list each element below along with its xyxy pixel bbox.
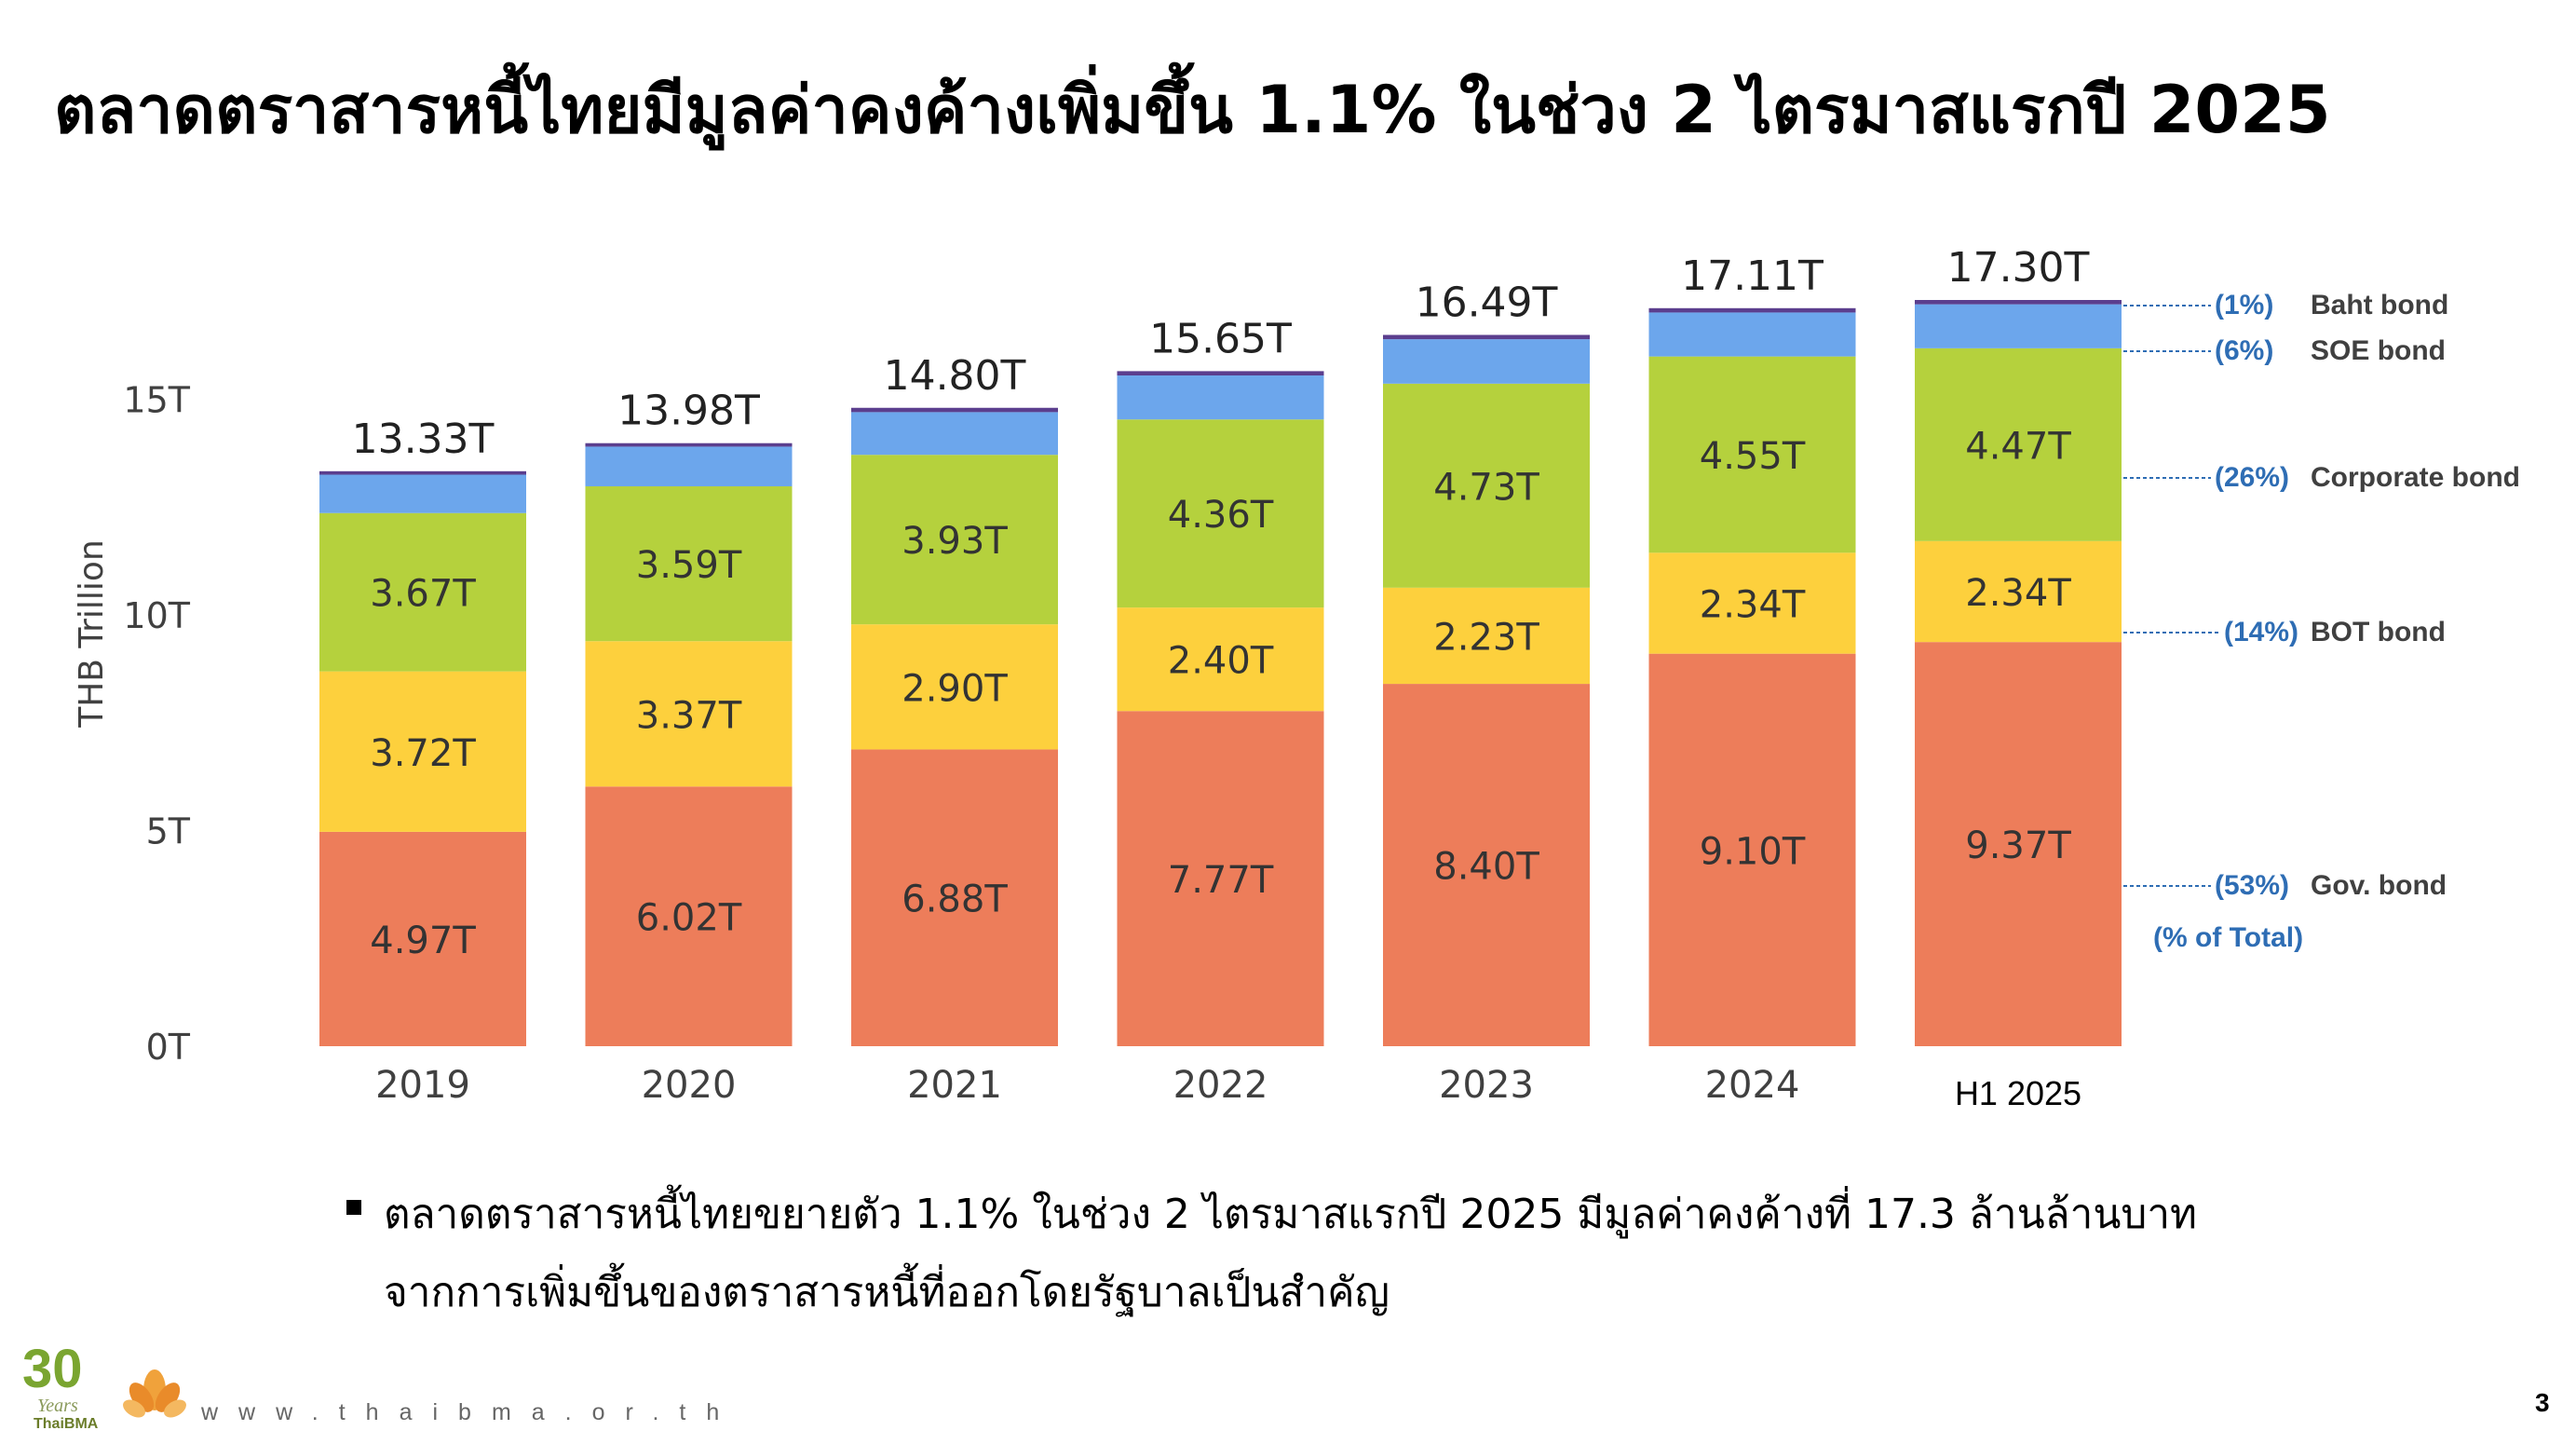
total-label: 13.98T [617,388,760,435]
page-number: 3 [2535,1388,2550,1417]
bar-segment-baht-bond [585,443,793,447]
data-label: 3.93T [902,520,1008,563]
bar-segment-bot-bond [1117,607,1324,712]
data-label: 2.90T [902,667,1008,710]
website-url[interactable]: www.thaibma.or.th [201,1399,740,1425]
legend-series-name: Baht bond [2311,290,2448,320]
legend-series-name: Gov. bond [2311,870,2447,901]
total-label: 17.11T [1681,252,1824,300]
bar-segment-gov-bond [1383,684,1590,1046]
bar-segment-gov-bond [1648,653,1856,1046]
legend-share: (53%) [2215,870,2289,901]
bar-segment-corporate-bond [851,455,1058,625]
data-label: 4.36T [1168,494,1274,537]
bar-segment-soe-bond [1915,304,2122,348]
stacked-bar-chart: THB Trillion 0T 5T 10T 15T 4.97T 3.72T 3.67T 13.… [73,244,2520,1112]
bar-segment-corporate-bond [319,512,526,672]
y-axis-label: THB Trillion [73,539,111,729]
bar-segment-baht-bond [1117,371,1324,376]
bar-segment-bot-bond [851,624,1058,750]
bar-segment-soe-bond [851,412,1058,456]
legend-share: (26%) [2215,462,2289,493]
data-label: 4.55T [1700,435,1806,478]
legend-series-name: SOE bond [2311,335,2446,366]
bar-segment-soe-bond [1117,375,1324,420]
x-tick-label: 2021 [907,1064,1002,1107]
legend-share: (6%) [2215,335,2273,366]
summary-text-line-2: จากการเพิ่มขึ้นของตราสารหนี้ที่ออกโดยรัฐ… [384,1269,1390,1316]
data-label: 2.34T [1965,572,2071,615]
bar-segment-bot-bond [1648,552,1856,654]
bar-segment-bot-bond [1915,540,2122,643]
bar-segment-baht-bond [1648,307,1856,313]
data-label: 2.34T [1700,583,1806,626]
x-tick-label: 2023 [1439,1064,1534,1107]
page-title: ตลาดตราสารหนี้ไทยมีมูลค่าคงค้างเพิ่มขึ้น… [54,72,2331,148]
legend-share: (1%) [2215,290,2273,320]
legend-note: (% of Total) [2153,922,2303,953]
data-label: 4.97T [370,920,476,962]
data-label: 2.40T [1168,640,1274,683]
bar-segment-gov-bond [585,786,793,1046]
legend-series-name: BOT bond [2311,617,2446,647]
bullet-marker [346,1200,361,1215]
bar-segment-gov-bond [1117,711,1324,1046]
bar-segment-bot-bond [585,641,793,787]
data-label: 2.23T [1433,616,1539,659]
total-label: 17.30T [1947,244,2090,292]
total-label: 16.49T [1416,279,1558,327]
data-label: 9.37T [1965,824,2071,867]
y-tick-label: 10T [123,595,190,636]
data-label: 3.72T [370,732,476,775]
logo-brand: ThaiBMA [34,1416,99,1432]
bar-segment-corporate-bond [1383,383,1590,588]
bar-segment-soe-bond [319,474,526,513]
bar-segment-corporate-bond [585,486,793,642]
bar-segment-soe-bond [1648,312,1856,357]
logo-years: Years [37,1396,78,1416]
thaibma-30-years-logo: 30 Years ThaiBMA [17,1339,203,1439]
data-label: 3.59T [636,544,742,587]
bar-segment-baht-bond [1915,300,2122,305]
y-tick-label: 0T [146,1027,191,1068]
data-label: 4.47T [1965,425,2071,468]
total-label: 15.65T [1149,315,1292,362]
bar-segment-gov-bond [319,831,526,1046]
data-label: 6.02T [636,897,742,940]
total-label: 13.33T [352,415,495,463]
logo-number: 30 [22,1339,83,1399]
data-label: 6.88T [902,879,1008,921]
bar-segment-gov-bond [1915,642,2122,1046]
x-tick-label: 2020 [642,1064,737,1107]
summary-text-line-1: ตลาดตราสารหนี้ไทยขยายตัว 1.1% ในช่วง 2 ไ… [384,1191,2198,1238]
lotus-icon [123,1369,186,1418]
data-label: 3.37T [636,694,742,737]
legend-series-name: Corporate bond [2311,462,2520,493]
legend-share: (14%) [2224,617,2298,647]
bar-segment-soe-bond [1383,339,1590,384]
bar-segment-baht-bond [319,470,526,475]
bar-segment-bot-bond [1383,587,1590,685]
data-label: 7.77T [1168,859,1274,902]
y-tick-label: 15T [123,379,190,420]
data-label: 9.10T [1700,830,1806,873]
bar-segment-baht-bond [851,407,1058,413]
x-tick-label: 2024 [1705,1064,1800,1107]
data-label: 8.40T [1433,846,1539,889]
x-tick-label: 2022 [1173,1064,1268,1107]
bar-segment-bot-bond [319,671,526,832]
data-label: 3.67T [370,573,476,616]
bar-segment-corporate-bond [1648,356,1856,553]
total-label: 14.80T [884,352,1026,400]
data-label: 4.73T [1433,466,1539,509]
bar-segment-corporate-bond [1915,347,2122,541]
bar-segment-gov-bond [851,749,1058,1046]
bar-segment-soe-bond [585,446,793,487]
x-tick-label: H1 2025 [1955,1074,2081,1112]
bar-segment-baht-bond [1383,334,1590,340]
bar-segment-corporate-bond [1117,419,1324,608]
x-tick-label: 2019 [375,1064,470,1107]
y-tick-label: 5T [146,811,191,851]
